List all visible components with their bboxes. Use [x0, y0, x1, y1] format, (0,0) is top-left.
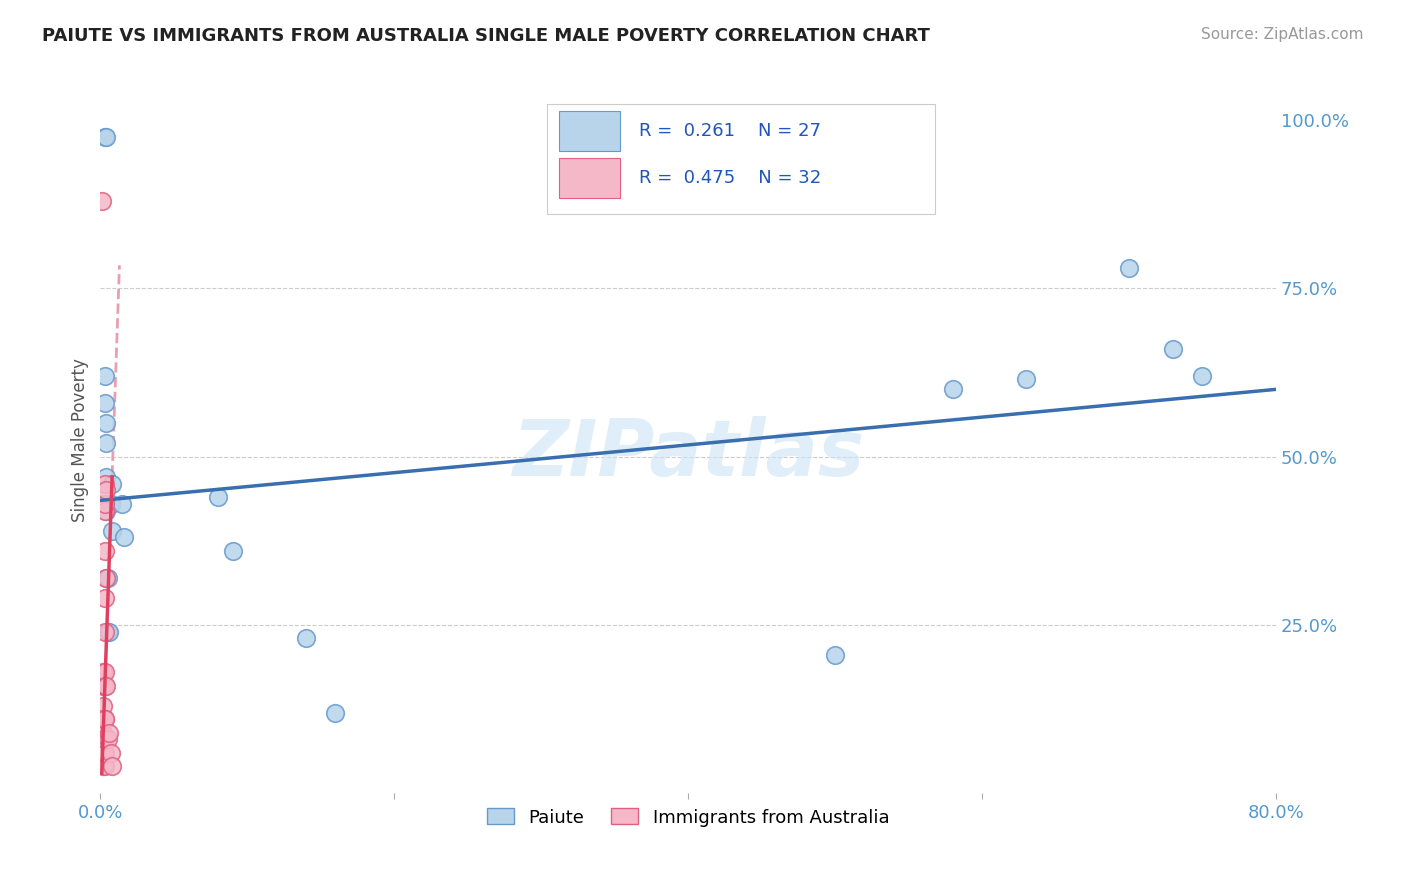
Point [101, 476, 124, 491]
Point [97, 732, 120, 747]
Point [824, 648, 846, 663]
Text: ZIPatlas: ZIPatlas [512, 416, 865, 492]
Point [1015, 372, 1038, 386]
Point [91, 679, 114, 693]
Text: R =  0.261    N = 27: R = 0.261 N = 27 [638, 122, 821, 140]
Point [100, 497, 122, 511]
Point [94, 665, 117, 680]
Point [96, 503, 118, 517]
Point [96, 679, 118, 693]
Point [221, 544, 243, 558]
Point [91, 712, 114, 726]
Point [101, 524, 124, 538]
Point [94, 476, 117, 491]
Point [91, 759, 114, 773]
FancyBboxPatch shape [558, 159, 620, 198]
Point [98, 725, 121, 739]
Point [94, 591, 117, 605]
Text: Source: ZipAtlas.com: Source: ZipAtlas.com [1201, 27, 1364, 42]
Point [91, 725, 114, 739]
Point [91, 746, 114, 760]
Point [94, 544, 117, 558]
Text: R =  0.475    N = 32: R = 0.475 N = 32 [638, 169, 821, 187]
Point [91, 732, 114, 747]
Point [96, 571, 118, 585]
Point [96, 470, 118, 484]
Point [94, 679, 117, 693]
Point [94, 396, 117, 410]
Legend: Paiute, Immigrants from Australia: Paiute, Immigrants from Australia [479, 801, 897, 834]
Point [207, 490, 229, 504]
Point [94, 503, 117, 517]
Point [94, 759, 117, 773]
Point [91, 712, 114, 726]
Point [94, 746, 117, 760]
Point [91, 732, 114, 747]
Point [97, 624, 120, 639]
Point [94, 732, 117, 747]
FancyBboxPatch shape [558, 112, 620, 151]
Point [96, 571, 118, 585]
Point [942, 382, 965, 396]
Point [98, 624, 121, 639]
Point [94, 497, 117, 511]
Point [1191, 368, 1213, 383]
Point [91, 746, 114, 760]
Point [112, 531, 135, 545]
Point [1161, 342, 1184, 356]
FancyBboxPatch shape [547, 104, 935, 213]
Point [94, 624, 117, 639]
Point [100, 746, 122, 760]
Text: PAIUTE VS IMMIGRANTS FROM AUSTRALIA SINGLE MALE POVERTY CORRELATION CHART: PAIUTE VS IMMIGRANTS FROM AUSTRALIA SING… [42, 27, 929, 45]
Point [111, 497, 134, 511]
Point [94, 712, 117, 726]
Point [97, 571, 120, 585]
Point [94, 368, 117, 383]
Point [94, 129, 117, 144]
Point [96, 483, 118, 498]
Y-axis label: Single Male Poverty: Single Male Poverty [72, 358, 89, 522]
Point [96, 129, 118, 144]
Point [1118, 261, 1140, 276]
Point [94, 712, 117, 726]
Point [91, 665, 114, 680]
Point [325, 706, 347, 720]
Point [96, 416, 118, 430]
Point [90, 194, 112, 208]
Point [96, 436, 118, 450]
Point [91, 698, 114, 713]
Point [295, 632, 318, 646]
Point [101, 759, 124, 773]
